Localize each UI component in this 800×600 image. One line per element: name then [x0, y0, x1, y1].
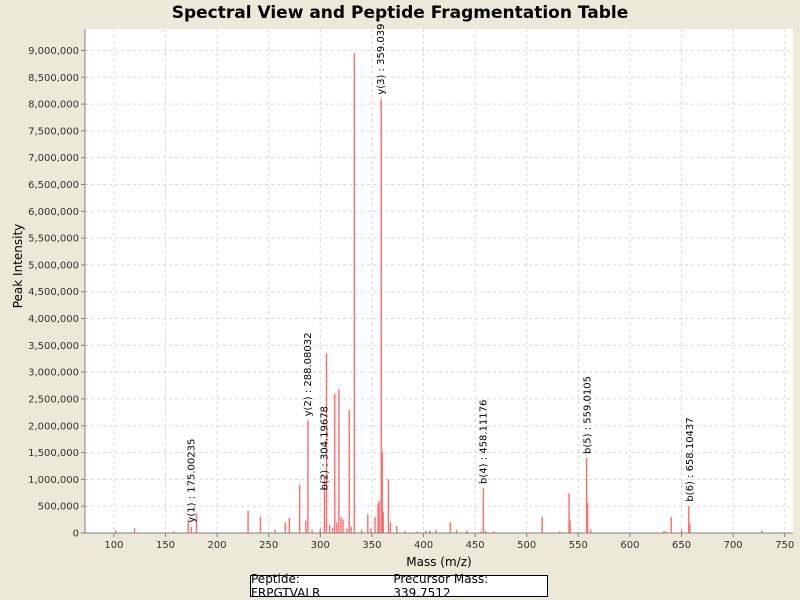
peak-layer	[115, 53, 763, 533]
peak-annotation: b(2) : 304.19678	[319, 406, 330, 490]
x-tick-label: 200	[208, 540, 227, 551]
x-tick-label: 500	[517, 540, 536, 551]
y-tick-label: 4,500,000	[28, 287, 79, 298]
legend-box: Peptide: FRPGTVALR Precursor Mass: 339.7…	[250, 572, 548, 600]
x-tick-label: 100	[104, 540, 123, 551]
y-tick-label: 2,500,000	[28, 394, 79, 405]
x-tick-label: 350	[362, 540, 381, 551]
x-tick-label: 450	[466, 540, 485, 551]
y-tick-label: 8,500,000	[28, 73, 79, 84]
y-tick-label: 9,000,000	[28, 46, 79, 57]
y-tick-label: 8,000,000	[28, 100, 79, 111]
y-tick-label: 6,500,000	[28, 180, 79, 191]
x-tick-label: 650	[672, 540, 691, 551]
peak-annotation: b(6) : 658.10437	[685, 417, 696, 501]
y-tick-label: 3,000,000	[28, 368, 79, 379]
y-tick-label: 4,000,000	[28, 314, 79, 325]
y-tick-label: 6,000,000	[28, 207, 79, 218]
y-tick-label: 1,000,000	[28, 475, 79, 486]
x-tick-label: 750	[775, 540, 794, 551]
peak-annotation: y(2) : 288.08032	[303, 333, 314, 417]
peak-annotation: b(5) : 559.0105	[583, 376, 594, 454]
x-tick-label: 150	[156, 540, 175, 551]
y-tick-label: 0	[73, 529, 79, 540]
x-tick-label: 250	[259, 540, 278, 551]
x-tick-label: 600	[620, 540, 639, 551]
grid-layer	[85, 29, 793, 534]
annotation-layer: y(1) : 175.00235 y(2) : 288.08032 b(2) : 3…	[186, 24, 695, 523]
x-tick-label: 550	[569, 540, 588, 551]
peak-annotation: y(3) : 359.039	[376, 24, 387, 95]
y-tick-label: 7,000,000	[28, 153, 79, 164]
plot-area	[85, 29, 793, 533]
x-axis-label: Mass (m/z)	[406, 555, 471, 569]
legend-peptide: Peptide: FRPGTVALR	[251, 572, 321, 600]
peak-annotation: y(1) : 175.00235	[186, 439, 197, 523]
y-tick-label: 3,500,000	[28, 341, 79, 352]
peak-annotation: b(4) : 458.11176	[478, 400, 489, 484]
y-tick-label: 5,000,000	[28, 260, 79, 271]
y-tick-label: 1,500,000	[28, 448, 79, 459]
y-tick-label: 5,500,000	[28, 234, 79, 245]
y-tick-label: 500,000	[38, 502, 79, 513]
chart-title: Spectral View and Peptide Fragmentation …	[171, 3, 629, 23]
y-tick-label: 2,000,000	[28, 421, 79, 432]
x-tick-label: 400	[414, 540, 433, 551]
x-tick-label: 300	[311, 540, 330, 551]
x-tick-label: 700	[724, 540, 743, 551]
axis-layer: 100 150 200 250 300 350 400 450 500 550 600 650 700 7…	[28, 29, 794, 551]
y-tick-label: 7,500,000	[28, 126, 79, 137]
y-axis-label: Peak Intensity	[11, 224, 25, 309]
legend-precursor-mass: Precursor Mass: 339.7512	[393, 572, 489, 600]
